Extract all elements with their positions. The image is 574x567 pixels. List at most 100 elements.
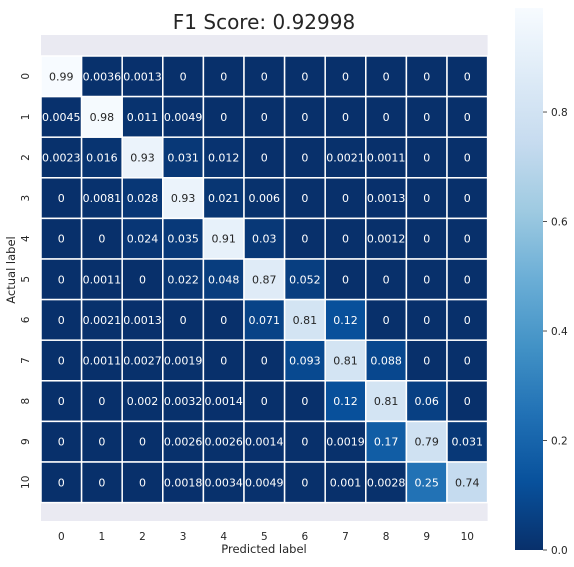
x-tick-4: 4	[220, 531, 227, 543]
heatmap-cell-r9-c3	[162, 420, 205, 463]
cell-label-r1-c5: 0	[261, 111, 268, 124]
heatmap-cell-r1-c5	[243, 95, 286, 138]
cell-label-r1-c7: 0	[342, 111, 349, 124]
x-tick-10: 10	[461, 531, 474, 543]
x-tick-6: 6	[302, 531, 309, 543]
cell-label-r3-c4: 0.021	[208, 192, 240, 205]
x-tick-3: 3	[180, 531, 187, 543]
heatmap-cell-r9-c0	[40, 420, 83, 463]
cell-label-r9-c1: 0	[98, 436, 105, 449]
cell-label-r10-c3: 0.0018	[164, 476, 203, 489]
heatmap-cell-r4-c9	[405, 217, 448, 260]
heatmap-cell-r2-c2	[121, 136, 164, 179]
cell-label-r2-c8: 0.0011	[367, 152, 406, 165]
colorbar-ticks: 0.0 0.2 0.4 0.6 0.8	[543, 107, 568, 557]
cell-label-r5-c4: 0.048	[208, 273, 240, 286]
cell-label-r5-c1: 0.0011	[83, 273, 122, 286]
cell-label-r1-c10: 0	[464, 111, 471, 124]
heatmap-cells	[40, 55, 489, 504]
heatmap-cell-r8-c9	[405, 380, 448, 423]
cell-label-r9-c10: 0.031	[452, 436, 484, 449]
colorbar-tick-label-3: 0.6	[551, 217, 568, 229]
y-tick-8: 8	[20, 398, 32, 405]
cell-label-r9-c3: 0.0026	[164, 436, 203, 449]
heatmap-cell-r5-c0	[40, 258, 83, 301]
x-tick-1: 1	[99, 531, 106, 543]
cell-label-r9-c9: 0.79	[414, 436, 439, 449]
cell-label-r8-c0: 0	[58, 395, 65, 408]
cell-label-r10-c7: 0.001	[330, 476, 362, 489]
heatmap-cell-r7-c2	[121, 339, 164, 382]
heatmap-cell-r4-c10	[446, 217, 489, 260]
cell-label-r5-c5: 0.87	[252, 273, 277, 286]
heatmap-cell-r6-c6	[283, 298, 326, 341]
cell-label-r10-c1: 0	[98, 476, 105, 489]
heatmap-cell-r2-c3	[162, 136, 205, 179]
heatmap-cell-r5-c9	[405, 258, 448, 301]
cell-label-r4-c8: 0.0012	[367, 233, 406, 246]
x-tick-2: 2	[139, 531, 146, 543]
y-tick-7: 7	[20, 357, 32, 364]
heatmap-cell-r1-c7	[324, 95, 367, 138]
x-tick-0: 0	[58, 531, 65, 543]
heatmap-cell-r0-c1	[80, 55, 123, 98]
cell-label-r1-c3: 0.0049	[164, 111, 203, 124]
heatmap-cell-r8-c7	[324, 380, 367, 423]
x-tick-7: 7	[342, 531, 349, 543]
cell-label-r10-c8: 0.0028	[367, 476, 406, 489]
cell-label-r7-c0: 0	[58, 355, 65, 368]
cell-label-r7-c5: 0	[261, 355, 268, 368]
heatmap-cell-r7-c10	[446, 339, 489, 382]
heatmap-cell-r6-c10	[446, 298, 489, 341]
heatmap-cell-r1-c3	[162, 95, 205, 138]
heatmap-cell-r5-c2	[121, 258, 164, 301]
colorbar-tick-label-2: 0.4	[551, 326, 568, 338]
cell-label-r10-c6: 0	[301, 476, 308, 489]
cell-label-r3-c0: 0	[58, 192, 65, 205]
cell-label-r2-c3: 0.031	[167, 152, 199, 165]
cell-label-r0-c7: 0	[342, 70, 349, 83]
cell-label-r3-c1: 0.0081	[83, 192, 122, 205]
cell-label-r9-c8: 0.17	[374, 436, 399, 449]
y-tick-9: 9	[20, 438, 32, 445]
heatmap-cell-r3-c7	[324, 177, 367, 220]
cell-label-r8-c1: 0	[98, 395, 105, 408]
cell-label-r10-c0: 0	[58, 476, 65, 489]
cell-label-r7-c3: 0.0019	[164, 355, 203, 368]
cell-label-r1-c0: 0.0045	[42, 111, 81, 124]
cell-label-r2-c2: 0.93	[130, 152, 155, 165]
y-tick-6: 6	[20, 316, 32, 323]
cell-label-r1-c2: 0.011	[127, 111, 159, 124]
heatmap-cell-r1-c4	[202, 95, 245, 138]
heatmap-cell-r3-c10	[446, 177, 489, 220]
y-tick-1: 1	[20, 114, 32, 121]
heatmap-cell-r0-c9	[405, 55, 448, 98]
cell-label-r0-c10: 0	[464, 70, 471, 83]
cell-label-r9-c7: 0.0019	[326, 436, 365, 449]
cell-label-r8-c8: 0.81	[374, 395, 399, 408]
heatmap-cell-r10-c10	[446, 461, 489, 504]
heatmap-cell-r7-c8	[365, 339, 408, 382]
y-tick-2: 2	[20, 154, 32, 161]
heatmap-cell-r1-c6	[283, 95, 326, 138]
heatmap-cell-r10-c9	[405, 461, 448, 504]
heatmap-cell-r7-c9	[405, 339, 448, 382]
heatmap-cell-r0-c2	[121, 55, 164, 98]
heatmap-cell-r8-c3	[162, 380, 205, 423]
cell-label-r6-c10: 0	[464, 314, 471, 327]
cell-label-r3-c5: 0.006	[249, 192, 281, 205]
cell-label-r10-c4: 0.0034	[204, 476, 243, 489]
cell-label-r0-c5: 0	[261, 70, 268, 83]
heatmap-cell-r0-c0	[40, 55, 83, 98]
cell-label-r4-c10: 0	[464, 233, 471, 246]
cell-label-r7-c7: 0.81	[333, 355, 358, 368]
y-tick-3: 3	[20, 195, 32, 202]
y-tick-0: 0	[20, 73, 32, 80]
colorbar-tick-label-1: 0.2	[551, 436, 568, 448]
cell-label-r3-c7: 0	[342, 192, 349, 205]
cell-label-r3-c2: 0.028	[127, 192, 159, 205]
cell-label-r3-c8: 0.0013	[367, 192, 406, 205]
heatmap-cell-r3-c9	[405, 177, 448, 220]
cell-label-r10-c10: 0.74	[455, 476, 480, 489]
